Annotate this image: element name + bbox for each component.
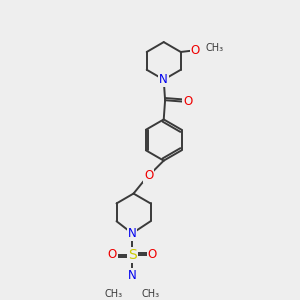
Text: O: O [144,169,153,182]
Text: N: N [128,269,136,282]
Text: O: O [191,44,200,57]
Text: CH₃: CH₃ [206,44,224,53]
Text: N: N [159,73,168,86]
Text: O: O [183,95,193,108]
Text: O: O [148,248,157,261]
Text: O: O [107,248,117,261]
Text: CH₃: CH₃ [141,289,159,299]
Text: CH₃: CH₃ [105,289,123,299]
Text: N: N [128,227,136,240]
Text: S: S [128,248,136,262]
